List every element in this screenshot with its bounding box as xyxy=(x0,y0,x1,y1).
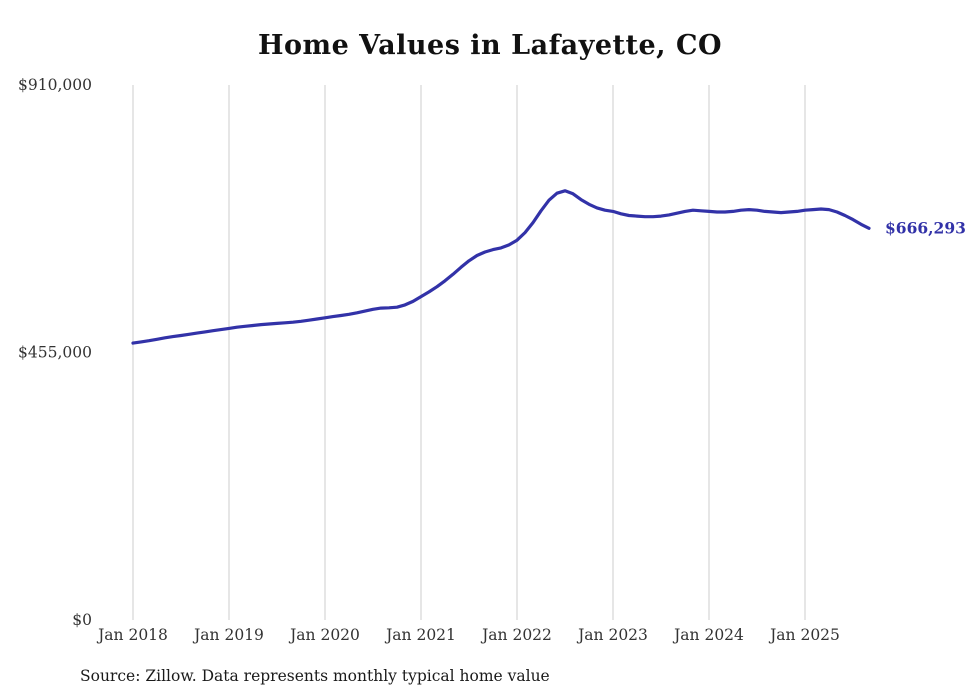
chart-title: Home Values in Lafayette, CO xyxy=(258,30,722,61)
y-tick-label: $455,000 xyxy=(18,344,92,362)
current-value-label: $666,293 xyxy=(885,218,966,237)
y-tick-label: $0 xyxy=(72,611,92,629)
value-line xyxy=(131,189,871,345)
x-tick-label: Jan 2025 xyxy=(768,626,840,644)
source-note: Source: Zillow. Data represents monthly … xyxy=(80,667,550,685)
x-tick-label: Jan 2022 xyxy=(480,626,552,644)
x-tick-label: Jan 2018 xyxy=(96,626,168,644)
x-tick-label: Jan 2019 xyxy=(192,626,264,644)
y-tick-label: $910,000 xyxy=(18,76,92,94)
x-tick-label: Jan 2023 xyxy=(576,626,648,644)
x-tick-label: Jan 2020 xyxy=(288,626,360,644)
x-tick-label: Jan 2021 xyxy=(384,626,456,644)
x-tick-label: Jan 2024 xyxy=(672,626,744,644)
